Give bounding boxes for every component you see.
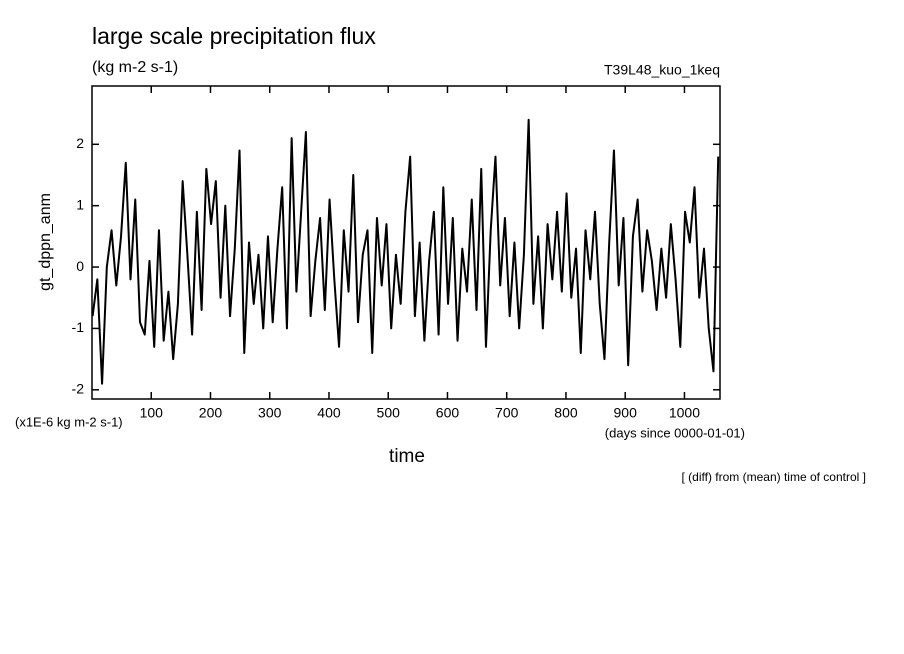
y-tick-label: 1 — [76, 196, 84, 212]
x-tick-label: 900 — [614, 405, 638, 421]
y-tick-label: -1 — [72, 319, 85, 335]
x-axis-label: time — [389, 446, 425, 467]
x-tick-label: 500 — [377, 405, 401, 421]
x-tick-label: 600 — [436, 405, 460, 421]
y-unit: (x1E-6 kg m-2 s-1) — [15, 414, 123, 429]
x-unit: (days since 0000-01-01) — [605, 425, 745, 440]
x-tick-label: 300 — [258, 405, 282, 421]
chart-title: large scale precipitation flux — [92, 23, 376, 49]
y-tick-label: -2 — [72, 380, 85, 396]
y-axis-label: gt_dppn_anm — [37, 193, 54, 291]
plot-frame — [91, 85, 721, 400]
chart-subtitle: (kg m-2 s-1) — [92, 59, 178, 76]
x-tick-label: 700 — [495, 405, 519, 421]
data-line — [91, 118, 720, 385]
x-tick-label: 800 — [554, 405, 578, 421]
x-tick-label: 1000 — [669, 405, 700, 421]
x-tick-label: 200 — [199, 405, 223, 421]
x-tick-label: 400 — [317, 405, 341, 421]
x-tick-label: 100 — [140, 405, 164, 421]
annotation: [ (diff) from (mean) time of control ] — [682, 470, 867, 484]
run-label: T39L48_kuo_1keq — [604, 62, 720, 78]
y-tick-label: 2 — [76, 135, 84, 151]
y-tick-label: 0 — [76, 258, 84, 274]
